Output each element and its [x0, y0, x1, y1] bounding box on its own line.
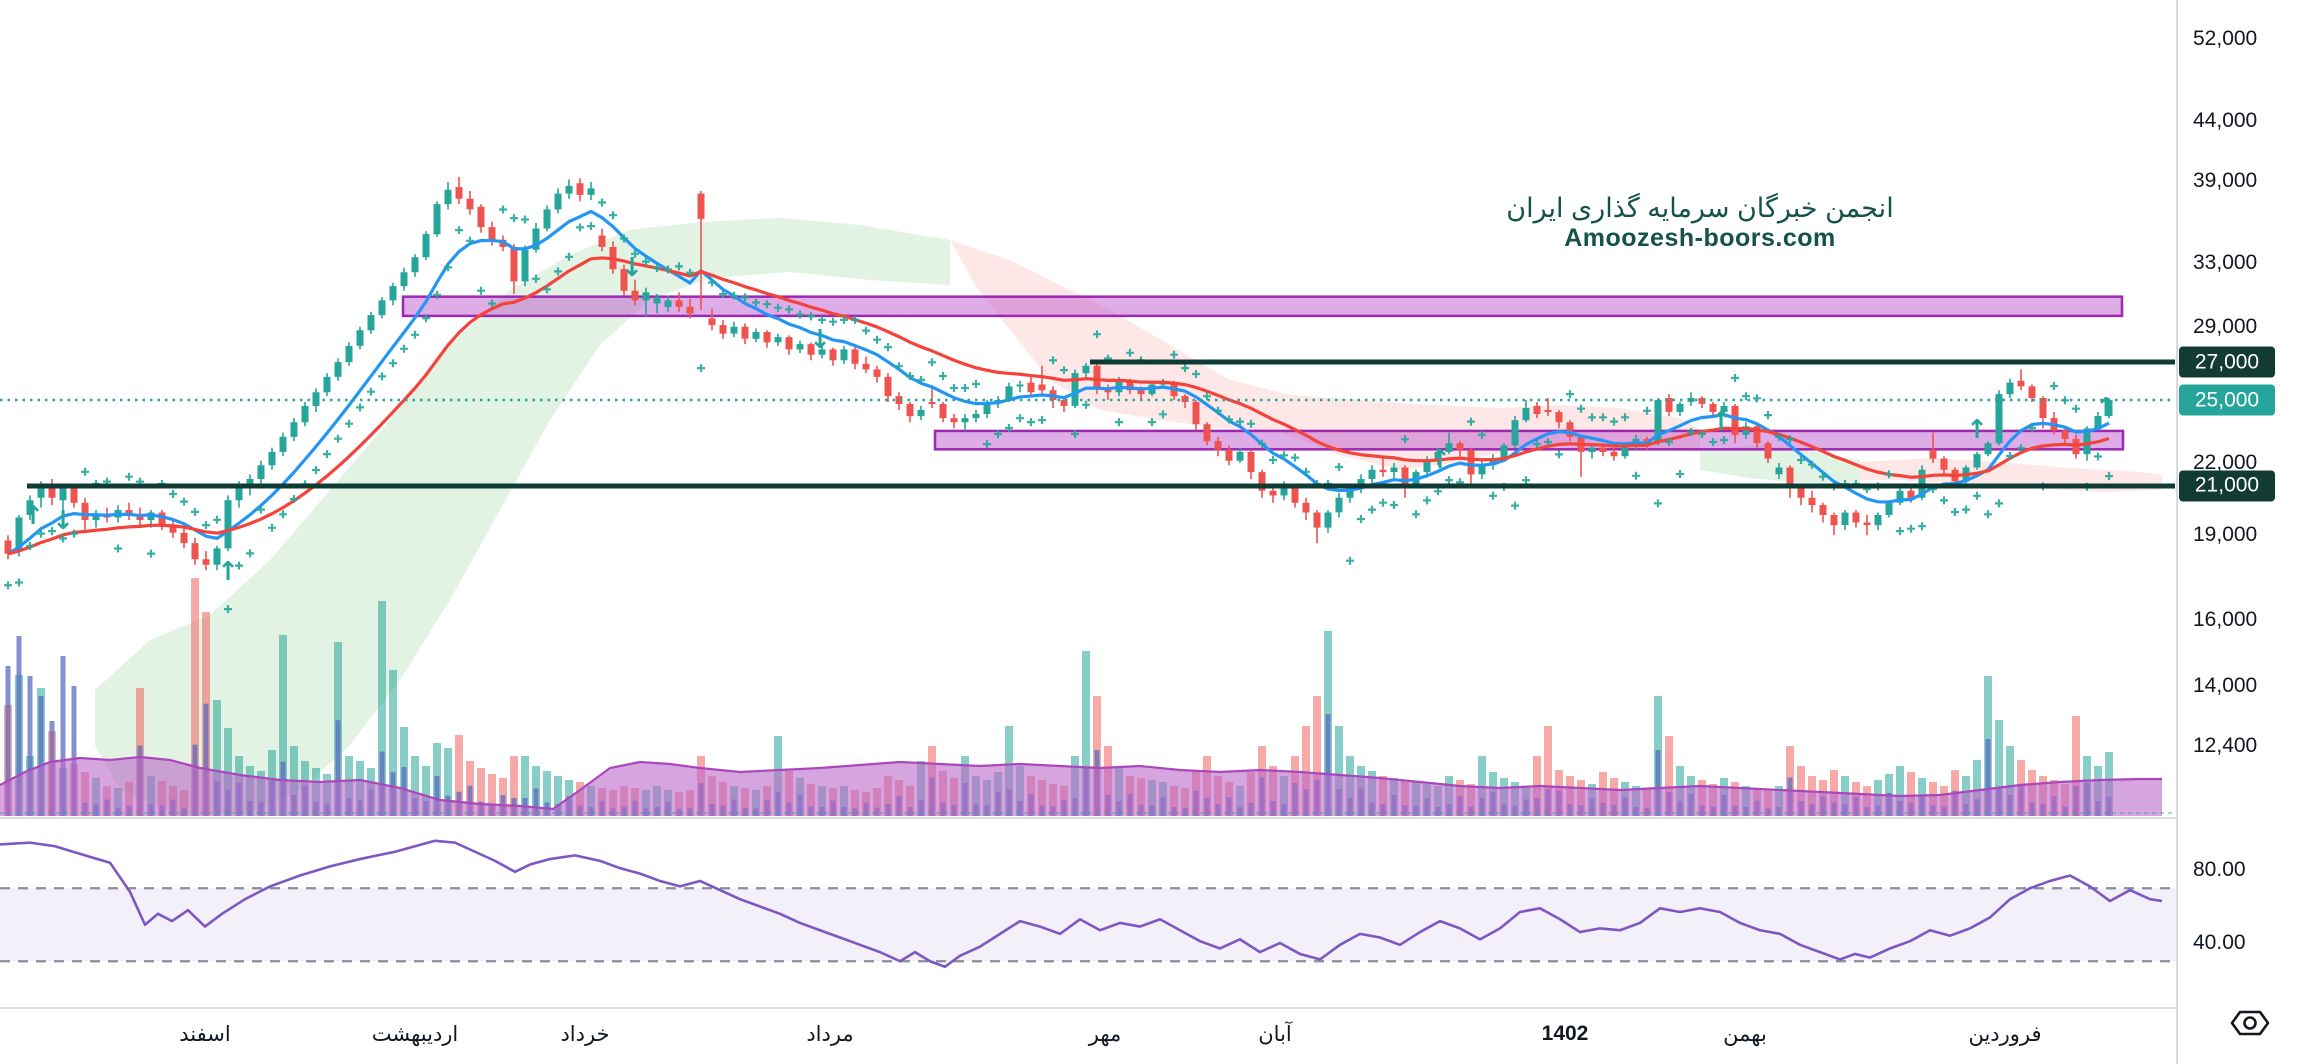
ichimoku-cloud [950, 240, 1700, 470]
y-axis-tick: 52,000 [2193, 26, 2258, 50]
x-axis-label[interactable]: بهمن [1723, 1023, 1767, 1046]
buy-arrow-icon: ↑ [2095, 393, 2117, 423]
settings-gear-icon[interactable] [2228, 1006, 2272, 1040]
x-axis-label[interactable]: آبان [1258, 1023, 1292, 1046]
sell-arrow-icon: ↓ [52, 506, 74, 536]
y-axis-tick: 33,000 [2193, 251, 2258, 275]
sell-arrow-icon: ↓ [621, 253, 643, 283]
buy-arrow-icon: ↑ [22, 501, 44, 531]
volume-area-outline [0, 755, 2162, 811]
volume-area-fill [0, 757, 2162, 816]
sell-arrow-icon: ↓ [809, 325, 831, 355]
rsi-axis-tick: 40.00 [2193, 931, 2246, 954]
supply-demand-zone[interactable] [401, 295, 2124, 318]
ma-fast-line [7, 209, 2110, 556]
x-axis-label[interactable]: فروردین [1968, 1023, 2042, 1046]
ichimoku-cloud [1700, 445, 1860, 483]
y-axis-tick: 12,400 [2193, 733, 2258, 757]
x-axis-label[interactable]: اردیبهشت [371, 1023, 459, 1046]
ma-slow-line [7, 256, 2110, 556]
buy-arrow-icon: ↑ [1429, 445, 1451, 475]
x-axis-label[interactable]: 1402 [1541, 1022, 1589, 1045]
y-axis-tick: 19,000 [2193, 523, 2258, 547]
y-axis-tick: 39,000 [2193, 168, 2258, 192]
x-axis-label[interactable]: خرداد [560, 1023, 610, 1046]
rsi-band-fill [0, 888, 2310, 962]
price-badge-21000: 21,000 [2179, 470, 2275, 502]
y-axis-tick: 29,000 [2193, 314, 2258, 338]
buy-arrow-icon: ↑ [217, 557, 239, 587]
y-axis-tick: 16,000 [2193, 608, 2258, 632]
x-axis-label[interactable]: مرداد [806, 1023, 854, 1046]
supply-demand-zone[interactable] [933, 429, 2125, 451]
buy-arrow-icon: ↑ [1966, 415, 1988, 445]
y-axis-tick: 14,000 [2193, 673, 2258, 697]
candle-bodies-up [15, 185, 2113, 565]
y-axis-tick: 22,000 [2193, 451, 2258, 475]
x-axis-label[interactable]: مهر [1088, 1023, 1122, 1046]
rsi-line [0, 839, 2163, 969]
price-axis[interactable] [2177, 0, 2310, 1064]
price-badge-27000: 27,000 [2179, 346, 2275, 378]
ichimoku-cloud [95, 218, 950, 816]
rsi-axis-tick: 80.00 [2193, 858, 2246, 881]
x-axis-label[interactable]: اسفند [179, 1023, 231, 1046]
y-axis-tick: 44,000 [2193, 109, 2258, 133]
buy-arrow-icon: ↑ [1710, 407, 1732, 437]
price-badge-25000: 25,000 [2179, 384, 2275, 416]
